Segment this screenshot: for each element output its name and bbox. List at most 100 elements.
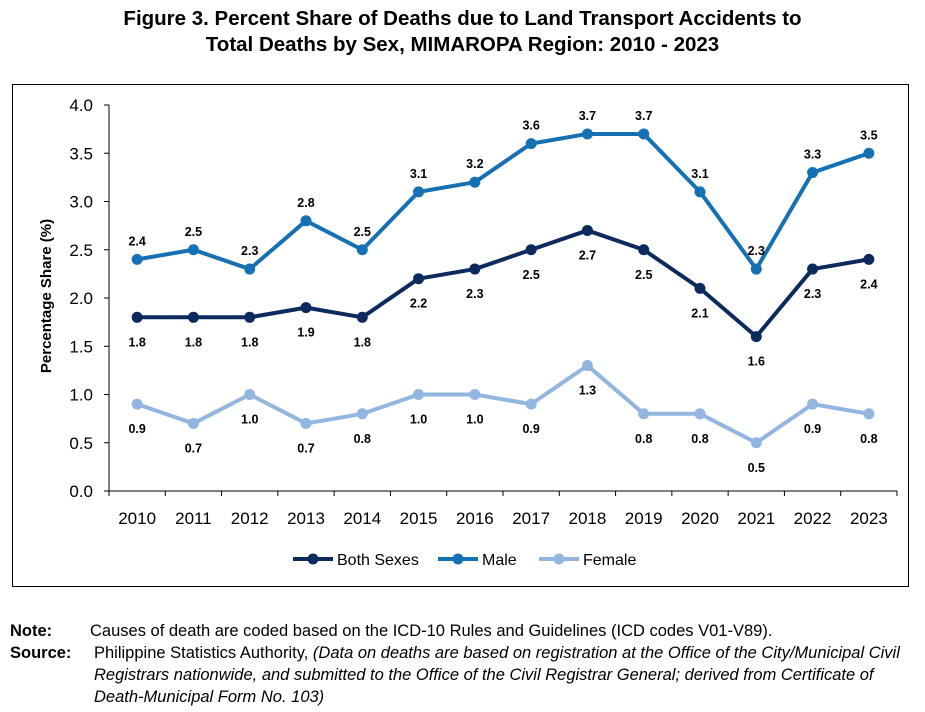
data-point (131, 311, 143, 323)
note-row: Note: Causes of death are coded based on… (10, 620, 920, 642)
x-tick-label: 2016 (456, 509, 494, 528)
data-label: 2.5 (354, 225, 371, 239)
y-axis-label: Percentage Share (%) (38, 219, 55, 373)
data-label: 2.8 (297, 196, 314, 210)
data-label: 0.7 (185, 441, 202, 455)
data-point (581, 128, 593, 140)
legend-label: Female (583, 552, 636, 569)
data-point (469, 263, 481, 275)
data-label: 0.9 (522, 422, 539, 436)
data-point (244, 263, 256, 275)
data-label: 3.6 (522, 119, 539, 133)
data-point (525, 398, 537, 410)
data-label: 0.8 (354, 432, 371, 446)
source-text: Philippine Statistics Authority, (94, 644, 309, 662)
data-point (694, 282, 706, 294)
data-point (300, 302, 312, 314)
data-point (694, 408, 706, 420)
chart-title: Figure 3. Percent Share of Deaths due to… (0, 6, 925, 58)
data-label: 0.7 (297, 441, 314, 455)
y-tick-label: 4.0 (69, 96, 93, 115)
chart-frame: 0.0 0.5 1.0 1.5 2.0 2.5 3.0 3.5 4.0 2010 2011 2012 2… (12, 84, 909, 587)
data-point (244, 311, 256, 323)
legend-marker (452, 553, 464, 565)
data-point (694, 186, 706, 198)
data-label: 2.1 (691, 306, 708, 320)
x-tick-label: 2014 (343, 509, 381, 528)
series-line-female (136, 363, 870, 445)
data-label: 0.9 (128, 422, 145, 436)
data-point (750, 263, 762, 275)
x-tick-label: 2013 (287, 509, 325, 528)
data-label: 2.7 (579, 248, 596, 262)
data-point (807, 398, 819, 410)
data-label: 2.5 (522, 268, 539, 282)
x-tick-label: 2023 (850, 509, 888, 528)
source-row: Source: Philippine Statistics Authority,… (10, 642, 920, 708)
x-tick-label: 2017 (512, 509, 550, 528)
data-point (131, 398, 143, 410)
data-point (356, 311, 368, 323)
data-point (300, 417, 312, 429)
data-point (187, 417, 199, 429)
x-tick-label: 2022 (794, 509, 832, 528)
data-point (413, 389, 425, 400)
data-point (187, 244, 199, 256)
data-point (469, 389, 481, 400)
x-tick-label: 2021 (737, 509, 775, 528)
x-tick-label: 2019 (625, 509, 663, 528)
data-label: 0.8 (635, 432, 652, 446)
data-label: 1.0 (241, 413, 258, 427)
x-tick-label: 2018 (569, 509, 607, 528)
y-tick-label: 2.5 (69, 241, 93, 260)
data-point (187, 311, 199, 323)
data-label: 2.3 (748, 244, 765, 258)
data-point (413, 186, 425, 198)
chart-title-line2: Total Deaths by Sex, MIMAROPA Region: 20… (205, 33, 720, 56)
data-point (356, 244, 368, 256)
data-point (469, 176, 481, 188)
data-point (863, 147, 875, 159)
note-text: Causes of death are coded based on the I… (90, 622, 773, 640)
note-label: Note: (10, 622, 53, 640)
data-point (413, 273, 425, 285)
x-tick-label: 2012 (231, 509, 269, 528)
data-point (356, 408, 368, 420)
data-label: 2.4 (128, 234, 145, 248)
legend-label: Both Sexes (337, 552, 419, 569)
y-tick-label: 1.5 (69, 337, 93, 356)
data-label: 2.2 (410, 297, 427, 311)
x-tick-label: 2011 (175, 509, 212, 528)
data-label: 3.5 (860, 128, 877, 142)
data-point (525, 244, 537, 256)
series-line-male (136, 131, 870, 272)
y-tick-label: 2.0 (69, 289, 93, 308)
data-point (863, 253, 875, 265)
data-point (638, 128, 650, 140)
data-label: 2.5 (185, 225, 202, 239)
data-label: 3.3 (804, 148, 821, 162)
y-tick-label: 1.0 (69, 386, 93, 405)
data-label: 3.7 (579, 109, 596, 123)
data-label: 1.8 (241, 335, 258, 349)
data-label: 1.8 (354, 335, 371, 349)
data-point (525, 138, 537, 150)
data-point (750, 331, 762, 343)
data-label: 1.0 (466, 413, 483, 427)
data-point (638, 244, 650, 256)
data-label: 3.1 (691, 167, 708, 181)
chart-title-line1: Figure 3. Percent Share of Deaths due to… (123, 7, 802, 30)
source-label: Source: (10, 644, 72, 662)
series-line-both-sexes (137, 228, 870, 339)
data-point (863, 408, 875, 420)
y-tick-label: 0.0 (69, 482, 93, 501)
data-point (750, 437, 762, 449)
legend-label: Male (482, 552, 517, 569)
line-chart: 0.0 0.5 1.0 1.5 2.0 2.5 3.0 3.5 4.0 2010 2011 2012 2… (38, 96, 898, 569)
legend-marker (307, 553, 319, 565)
data-point (581, 224, 593, 236)
y-tick-label: 3.5 (69, 144, 93, 163)
data-label: 3.1 (410, 167, 427, 181)
data-label: 2.3 (804, 287, 821, 301)
data-point (581, 360, 593, 372)
